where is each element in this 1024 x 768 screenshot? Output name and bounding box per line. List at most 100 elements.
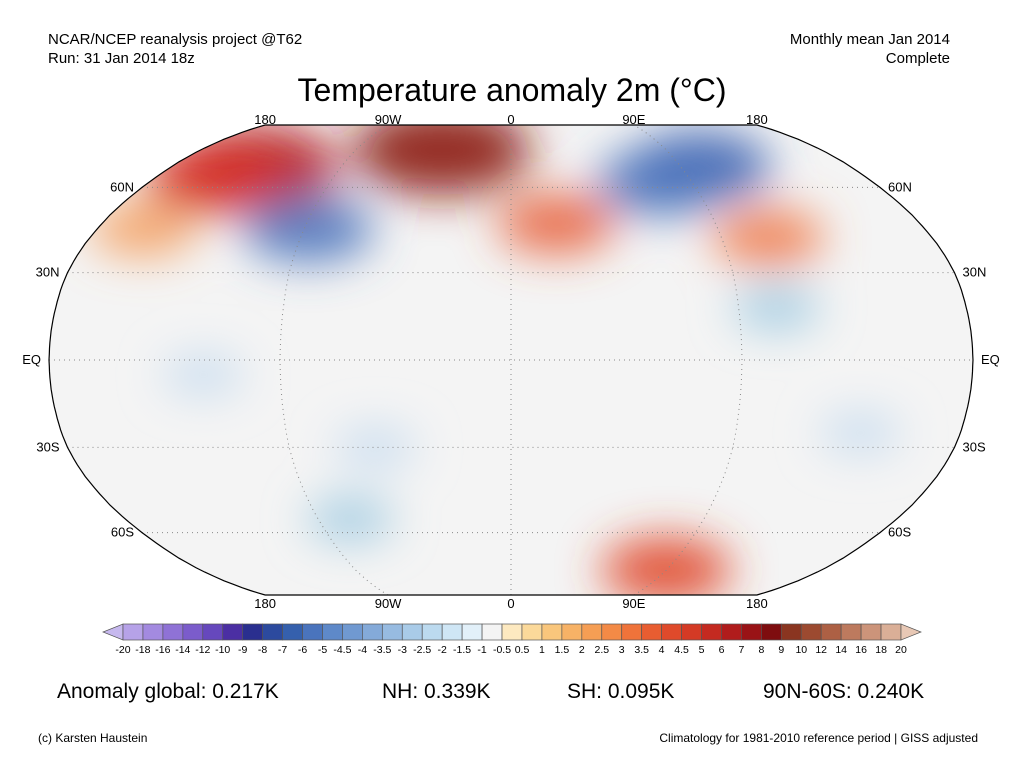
lon-label: 90W: [375, 112, 402, 127]
colorbar-cell: [661, 623, 682, 641]
colorbar-tick-label: 20: [895, 644, 907, 656]
colorbar-tick-label: -9: [238, 644, 247, 656]
colorbar-tick-label: 9: [778, 644, 784, 656]
colorbar-cell: [441, 623, 463, 641]
colorbar-cell: [681, 623, 702, 641]
anomaly-region-australia-cool: [819, 411, 902, 454]
lat-label-right: 30S: [963, 439, 986, 454]
status-label: Complete: [885, 50, 950, 67]
colorbar-cell: [122, 623, 144, 641]
colorbar-tick-label: -3.5: [373, 644, 391, 656]
meridian-line: [279, 125, 389, 595]
lat-label-left: 30S: [36, 439, 59, 454]
colorbar-arrow-left: [102, 623, 124, 641]
map-outline: [48, 124, 974, 596]
meridian-line: [633, 125, 743, 595]
colorbar-cell: [601, 623, 623, 641]
anomaly-region-tropical-pacific-cool: [162, 353, 245, 396]
anomaly-region-europe-warm: [497, 193, 616, 254]
colorbar-cell: [641, 623, 662, 641]
colorbar-cell: [780, 623, 802, 641]
colorbar-tick-label: 2: [579, 644, 585, 656]
colorbar-cell: [800, 623, 822, 641]
colorbar-cell: [481, 623, 503, 641]
climatology-note: Climatology for 1981-2010 reference peri…: [659, 731, 978, 745]
lat-label-right: EQ: [981, 352, 1000, 367]
colorbar-tick-label: 16: [855, 644, 867, 656]
stat-global: Anomaly global: 0.217K: [57, 680, 279, 703]
colorbar-tick-label: 12: [815, 644, 827, 656]
colorbar-cell: [721, 623, 742, 641]
colorbar-cells: [102, 623, 922, 641]
colorbar-cell: [362, 623, 383, 641]
colorbar-cell: [621, 623, 643, 641]
graticule: [49, 125, 973, 595]
colorbar-cell: [521, 623, 543, 641]
colorbar-tick-label: -6: [298, 644, 307, 656]
map-title: Temperature anomaly 2m (°C): [297, 72, 727, 108]
colorbar-cell: [880, 623, 902, 641]
colorbar-tick-label: -8: [258, 644, 267, 656]
lon-label: 0: [507, 596, 514, 611]
colorbar-tick-label: -20: [115, 644, 130, 656]
colorbar-cell: [761, 623, 782, 641]
header-right: Monthly mean Jan 2014 Complete: [790, 30, 950, 68]
stat-sh: SH: 0.095K: [567, 680, 675, 703]
lat-label-right: 30N: [963, 265, 987, 280]
colorbar-tick-label: 1: [539, 644, 545, 656]
colorbar-tick-label: 10: [795, 644, 807, 656]
colorbar-tick-label: 5: [699, 644, 705, 656]
colorbar-cell: [401, 623, 423, 641]
colorbar-cell: [421, 623, 443, 641]
colorbar-cell: [262, 623, 283, 641]
colorbar-tick-label: 18: [875, 644, 887, 656]
colorbar-tick-label: 7: [738, 644, 744, 656]
colorbar-tick-label: -0.5: [493, 644, 511, 656]
colorbar-tick-label: -7: [278, 644, 287, 656]
run-label: Run: 31 Jan 2014 18z: [48, 50, 195, 67]
colorbar-tick-label: -14: [175, 644, 190, 656]
anomaly-region-siberia-cold: [596, 149, 727, 216]
colorbar-tick-label: -18: [135, 644, 150, 656]
anomaly-region-south-america-cool: [334, 426, 417, 469]
colorbar-cell: [322, 623, 343, 641]
colorbar-cell: [242, 623, 263, 641]
anomaly-region-southeast-asia-cool: [732, 285, 821, 330]
colorbar-cell: [202, 623, 224, 641]
colorbar-cell: [302, 623, 323, 641]
lon-label: 90W: [375, 596, 402, 611]
copyright: (c) Karsten Haustein: [38, 731, 148, 745]
colorbar-tick-label: -1: [477, 644, 486, 656]
colorbar-cell: [342, 623, 363, 641]
colorbar-cell: [142, 623, 164, 641]
colorbar-tick-label: 3.5: [634, 644, 649, 656]
colorbar-tick-label: -5: [318, 644, 327, 656]
colorbar-tick-label: 14: [835, 644, 847, 656]
colorbar-arrow-right: [900, 623, 922, 641]
colorbar-tick-label: -2.5: [413, 644, 431, 656]
colorbar-cell: [581, 623, 603, 641]
colorbar-tick-label: 2.5: [594, 644, 609, 656]
colorbar-tick-label: 4: [659, 644, 665, 656]
colorbar-cell: [381, 623, 403, 641]
anomaly-region-greenland-warm: [352, 125, 531, 195]
lon-label: 180: [254, 596, 276, 611]
anomaly-region-east-asia-warm: [712, 209, 825, 267]
colorbar-tick-label: 3: [619, 644, 625, 656]
colorbar-cell: [222, 623, 244, 641]
colorbar-cell: [501, 623, 523, 641]
colorbar-cell: [282, 623, 303, 641]
colorbar-cell: [741, 623, 762, 641]
colorbar-cell: [820, 623, 842, 641]
lon-label: 90E: [622, 112, 645, 127]
colorbar-tick-label: 4.5: [674, 644, 689, 656]
colorbar-labels: -20 -18 -16 -14 -12 -10 -9 -8 -7 -6 -5 -4.5 -4 -3.5 -3…: [115, 644, 907, 656]
colorbar-tick-label: -4.5: [333, 644, 351, 656]
map-labels: 180 180 90W 90W 0 0 90E 90E 180 180 60N 60N 30N 30N EQ…: [22, 112, 1000, 611]
colorbar-cell: [701, 623, 722, 641]
lon-label: 90E: [622, 596, 645, 611]
anomaly-region-antarctica-warm: [601, 537, 732, 595]
lon-label: 0: [507, 112, 514, 127]
colorbar-cell: [541, 623, 563, 641]
